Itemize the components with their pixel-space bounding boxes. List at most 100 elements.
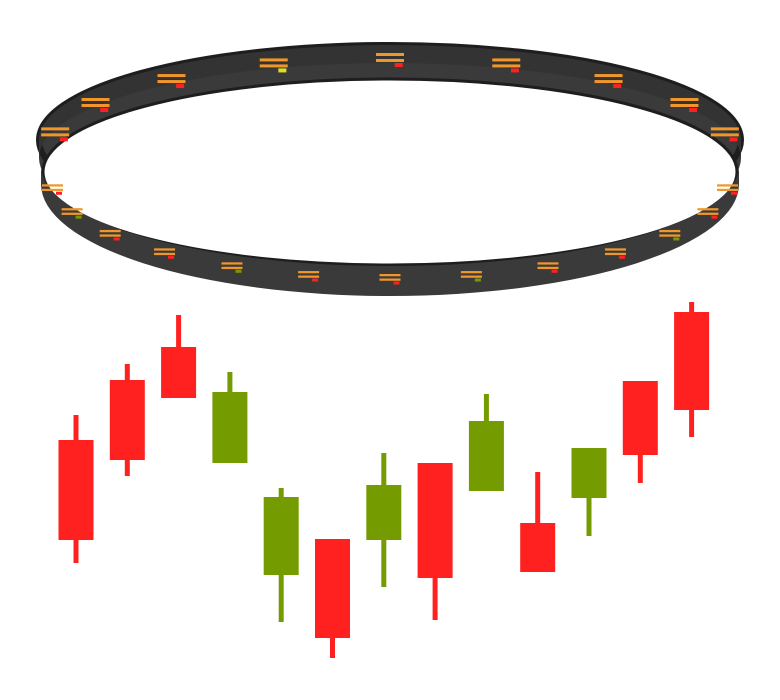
ring-mark-bar — [604, 248, 626, 251]
ring-mark-flag — [312, 278, 319, 282]
ring-mark-flag — [394, 63, 403, 67]
candle-body — [366, 485, 402, 540]
ring-mark — [659, 229, 681, 241]
ring-mark — [594, 74, 623, 89]
ring-mark-bar — [710, 127, 739, 131]
ring-mark-bar — [460, 275, 482, 278]
ring-mark-bar — [537, 266, 559, 270]
candle — [520, 472, 556, 572]
ring-mark-flag — [551, 269, 558, 273]
ring-mark — [717, 184, 739, 195]
candle — [366, 453, 402, 587]
candle — [468, 394, 504, 491]
candle — [417, 463, 453, 620]
ring-mark-bar — [697, 208, 719, 211]
ring-mark-bar — [259, 58, 288, 62]
ring-mark-flag — [711, 215, 718, 219]
ring-mark-bar — [61, 212, 83, 215]
ring-mark-flag — [113, 237, 120, 241]
ring-mark-bar — [41, 133, 70, 137]
ring-mark — [221, 262, 243, 273]
ring-mark-bar — [81, 98, 110, 101]
candle — [315, 539, 350, 658]
ring-mark-bar — [157, 74, 186, 78]
ring-mark-flag — [474, 278, 481, 282]
ring-mark-flag — [729, 137, 738, 142]
ring-mark-flag — [235, 269, 242, 273]
ring-mini-candles — [41, 53, 739, 285]
ring-mark-bar — [594, 80, 623, 84]
ring-mark-flag — [673, 237, 680, 241]
ring-mark-bar — [41, 188, 63, 192]
ring-mark — [379, 274, 401, 285]
ring-mark — [537, 262, 559, 273]
candle-body — [571, 448, 607, 498]
ring-mark-bar — [537, 262, 559, 265]
ring-mark-bar — [492, 64, 521, 68]
candle-body — [520, 523, 556, 572]
ring-mark — [81, 98, 110, 112]
ring-icon — [36, 42, 744, 296]
candles — [58, 302, 710, 658]
ring-mark-flag — [100, 108, 109, 112]
candle-wick — [535, 472, 541, 572]
ring-mark-bar — [259, 64, 288, 68]
ring-mark-bar — [670, 104, 699, 107]
candle-body — [622, 381, 658, 455]
ring-mark — [41, 127, 70, 142]
candle-body — [674, 312, 710, 410]
ring-mark-flag — [510, 68, 519, 73]
ring-mark — [492, 58, 521, 73]
ring-back-wall — [39, 45, 741, 158]
candle-body — [315, 539, 350, 638]
ring-inner-hole — [41, 77, 739, 267]
ring-mark-bar — [376, 53, 404, 56]
ring-mark-flag — [278, 68, 287, 73]
ring-mark-bar — [604, 252, 626, 256]
ring-mark — [41, 184, 63, 195]
ring-mark-bar — [376, 59, 404, 62]
ring-mark-bar — [41, 127, 70, 131]
ring-mark-bar — [379, 274, 401, 277]
candle-body — [263, 497, 299, 575]
candle-body — [161, 347, 197, 398]
ring-mark-bar — [99, 229, 121, 233]
candle — [109, 364, 145, 476]
ring-mark — [460, 271, 482, 282]
ring-mark — [376, 53, 404, 67]
ring-mark-bar — [659, 234, 681, 237]
ring-mark — [670, 98, 699, 112]
ring-mark-flag — [55, 191, 62, 195]
ring-mark — [259, 58, 288, 73]
ring-mark-bar — [717, 188, 739, 192]
ring-mark-bar — [379, 278, 401, 281]
candle — [58, 415, 94, 563]
candle — [212, 372, 248, 463]
ring-mark — [604, 248, 626, 259]
ring-mark-bar — [41, 184, 63, 187]
ring-mark-bar — [492, 58, 521, 62]
ring-mark — [99, 229, 121, 241]
ring-mark-bar — [99, 234, 121, 237]
ring-mark-bar — [298, 271, 320, 274]
candle-body — [212, 392, 248, 463]
candle-body — [417, 463, 453, 578]
ring-mark-flag — [75, 215, 82, 219]
ring-mark-bar — [594, 74, 623, 78]
ring-mark-bar — [154, 252, 176, 256]
ring-mark-bar — [154, 248, 176, 251]
ring-mark — [61, 208, 83, 219]
candle-body — [109, 380, 145, 460]
candle — [674, 302, 710, 437]
ring-mark — [710, 127, 739, 142]
ring-mark-bar — [221, 262, 243, 265]
ring-mark — [157, 74, 186, 89]
ring-mark — [298, 271, 320, 282]
ring-mark-flag — [618, 255, 625, 259]
ring-mark-bar — [717, 184, 739, 187]
ring-mark-flag — [176, 84, 185, 89]
ring-mark-bar — [460, 271, 482, 274]
ring-mark-flag — [731, 191, 738, 195]
